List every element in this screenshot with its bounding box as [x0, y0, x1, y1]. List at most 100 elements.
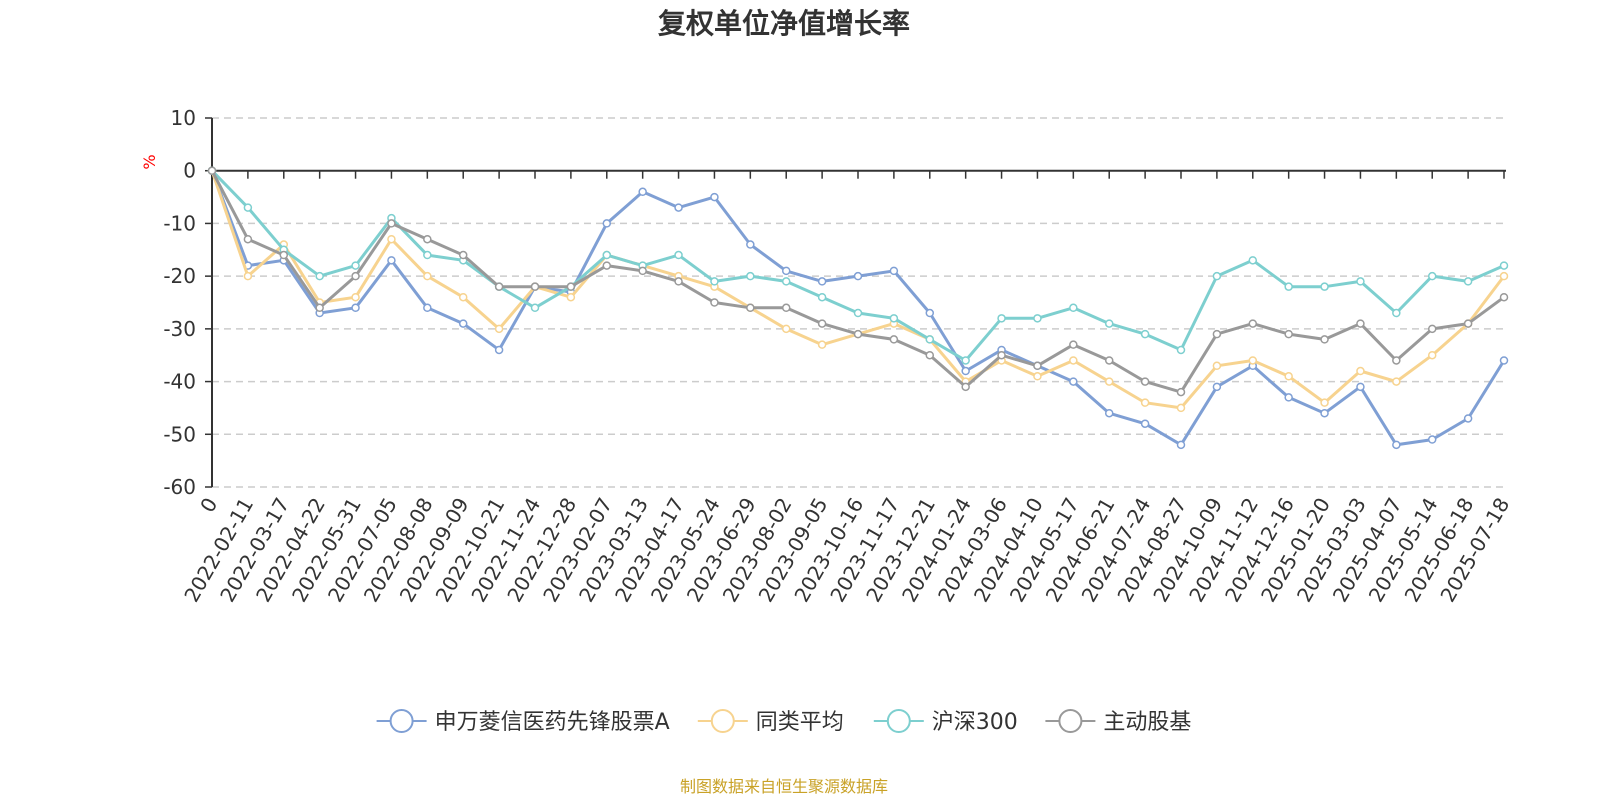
data-point: [458, 292, 468, 302]
data-point: [1212, 382, 1222, 392]
data-point: [1033, 361, 1042, 371]
legend-label: 主动股基: [1103, 710, 1191, 735]
legend-circle-icon: [886, 709, 911, 733]
data-point: [781, 277, 791, 286]
data-point: [1176, 440, 1186, 450]
y-tick-label: -40: [163, 370, 196, 394]
data-point: [387, 234, 396, 244]
legend-label: 沪深300: [932, 710, 1018, 735]
data-point: [1392, 377, 1401, 386]
data-point: [746, 303, 755, 313]
data-point: [1284, 282, 1293, 291]
data-point: [1176, 403, 1186, 413]
data-point: [961, 366, 970, 376]
data-point: [781, 324, 791, 334]
data-point: [1392, 440, 1401, 450]
legend-label: 申万菱信医药先锋股票A: [435, 710, 670, 735]
source-note: 制图数据来自恒生聚源数据库: [680, 777, 888, 796]
data-point: [1033, 314, 1042, 323]
data-point: [710, 192, 719, 202]
data-point: [1463, 414, 1473, 423]
data-point: [1356, 366, 1365, 376]
legend-item[interactable]: 主动股基: [1045, 709, 1191, 735]
data-point: [1356, 382, 1365, 392]
data-point: [315, 303, 324, 313]
data-point: [817, 292, 827, 302]
data-point: [889, 335, 899, 344]
data-point: [1320, 398, 1329, 407]
data-point: [602, 219, 612, 228]
series-lines: [207, 166, 1509, 450]
data-point: [997, 314, 1006, 323]
data-point: [423, 234, 432, 244]
data-point: [710, 277, 719, 286]
data-point: [602, 250, 612, 260]
legend[interactable]: 申万菱信医药先锋股票A 同类平均 沪深300 主动股基: [376, 709, 1192, 735]
data-point: [1248, 356, 1258, 365]
data-point: [889, 266, 899, 276]
data-point: [1104, 377, 1114, 386]
data-point: [1320, 335, 1329, 344]
legend-item[interactable]: 同类平均: [697, 709, 844, 735]
data-point: [746, 271, 755, 281]
data-point: [997, 350, 1006, 360]
y-tick-label: -20: [163, 264, 196, 288]
data-point: [674, 277, 683, 286]
legend-circle-icon: [1058, 709, 1083, 733]
data-point: [1499, 261, 1509, 270]
y-tick-label: 10: [171, 106, 196, 130]
data-point: [1069, 377, 1078, 386]
data-point: [1284, 329, 1293, 339]
data-point: [351, 261, 360, 270]
data-point: [423, 271, 432, 281]
data-point: [423, 303, 432, 313]
data-point: [889, 314, 899, 323]
y-axis-unit: %: [140, 154, 159, 169]
data-point: [1320, 408, 1329, 418]
data-point: [1176, 345, 1186, 355]
data-point: [207, 166, 217, 175]
legend-item[interactable]: 沪深300: [873, 709, 1018, 735]
data-point: [674, 203, 683, 212]
data-point: [781, 266, 791, 276]
data-point: [925, 335, 935, 344]
series-line: [210, 170, 1506, 410]
data-point: [243, 271, 253, 281]
data-point: [1320, 282, 1329, 291]
data-point: [494, 282, 504, 291]
data-point: [1033, 372, 1042, 381]
data-point: [674, 250, 683, 260]
legend-circle-icon: [389, 709, 414, 733]
data-point: [458, 250, 468, 260]
chart-title: 复权单位净值增长率: [658, 7, 910, 40]
data-point: [566, 282, 576, 291]
data-point: [1140, 329, 1150, 339]
data-point: [351, 292, 360, 302]
data-point: [387, 219, 396, 228]
data-point: [710, 298, 719, 307]
data-point: [1356, 319, 1365, 328]
data-point: [1248, 319, 1258, 328]
data-point: [1427, 324, 1437, 334]
data-point: [961, 356, 970, 365]
data-point: [351, 271, 360, 281]
data-point: [351, 303, 360, 313]
data-point: [1212, 271, 1222, 281]
data-point: [423, 250, 432, 260]
data-point: [1463, 277, 1473, 286]
data-point: [853, 271, 863, 281]
y-tick-label: -10: [163, 211, 196, 235]
data-point: [638, 187, 647, 197]
data-point: [817, 319, 827, 328]
legend-item[interactable]: 申万菱信医药先锋股票A: [376, 709, 670, 735]
data-point: [1499, 356, 1509, 365]
data-point: [1427, 350, 1437, 360]
data-point: [1427, 435, 1437, 444]
data-point: [1499, 292, 1509, 302]
data-point: [925, 308, 935, 318]
x-tick-label: 0: [195, 494, 222, 517]
data-point: [458, 319, 468, 328]
data-point: [746, 240, 755, 249]
data-point: [1069, 340, 1078, 349]
